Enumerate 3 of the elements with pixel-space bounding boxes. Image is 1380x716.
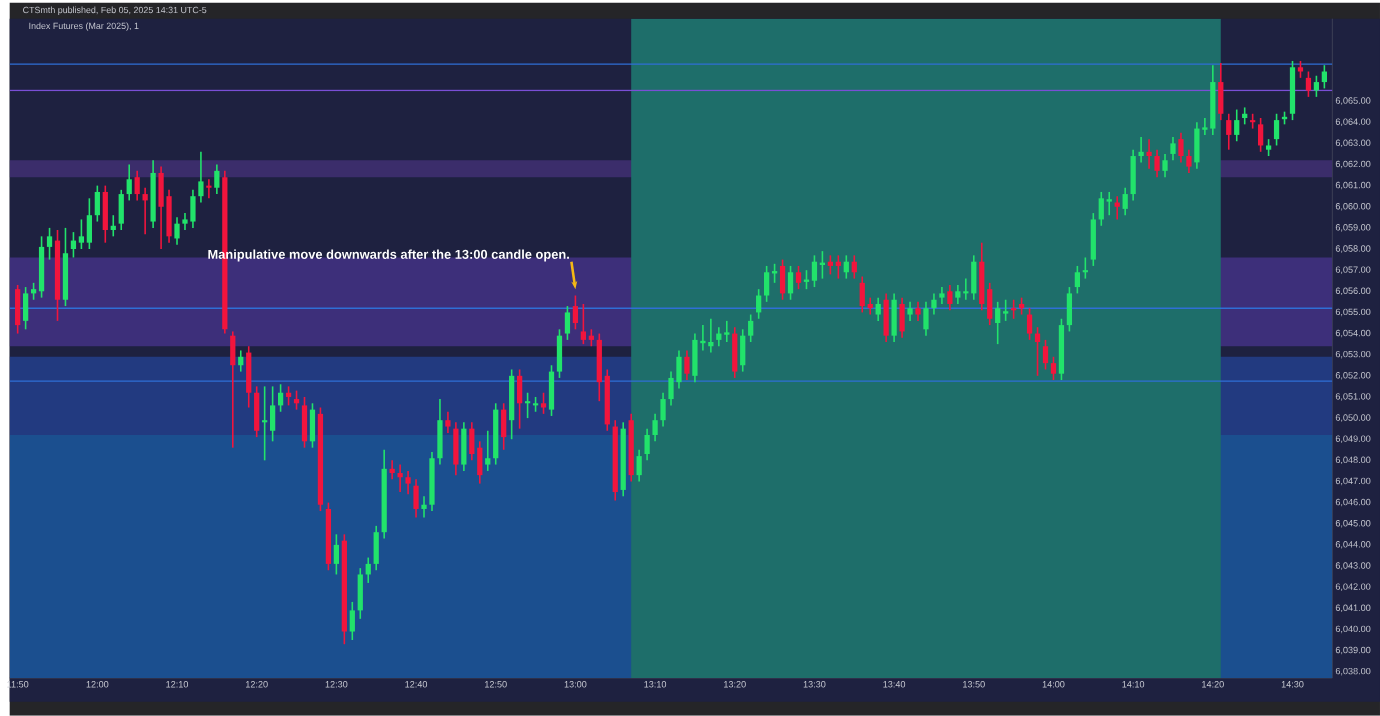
- candlestick: [939, 286, 945, 305]
- candlestick: [540, 392, 547, 415]
- candlestick: [1001, 299, 1010, 322]
